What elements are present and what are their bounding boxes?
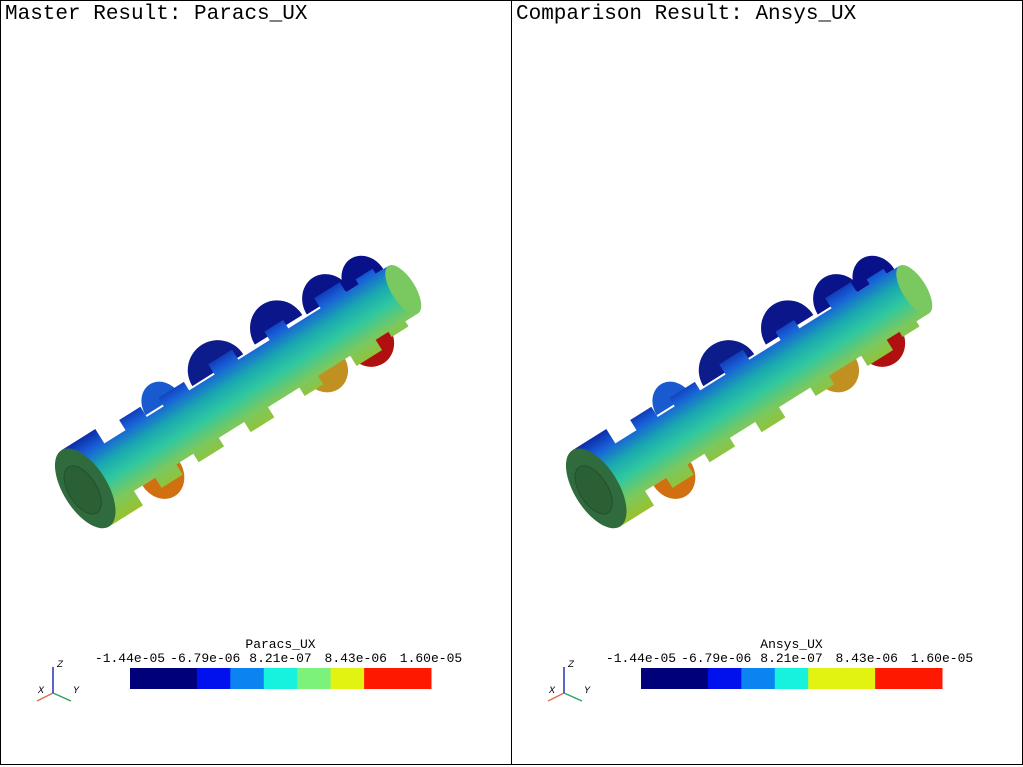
colorbar-segment (908, 668, 943, 689)
axis-label: X (548, 686, 556, 697)
master-panel: Paracs_UX -1.44e-05 -6.79e-06 8.21e-07 8.43e… (0, 0, 512, 765)
axis-label: X (37, 686, 45, 697)
axis-x (36, 692, 54, 702)
colorbar-segment (364, 668, 399, 689)
colorbar-segment (674, 668, 709, 689)
colorbar-segment (397, 668, 432, 689)
legend-tick-label: 1.60e-05 (400, 651, 462, 666)
axis-label: Z (567, 660, 575, 671)
model (33, 230, 443, 547)
legend-tick-label: -1.44e-05 (95, 651, 165, 666)
legend-tick-label: -1.44e-05 (606, 651, 676, 666)
axis-label: Y (73, 686, 80, 697)
colorbar-segment (841, 668, 876, 689)
legend-tick-label: 8.43e-06 (325, 651, 387, 666)
legend-title: Ansys_UX (760, 637, 823, 652)
colorbar-segment (130, 668, 164, 689)
colorbar-segment (875, 668, 910, 689)
colorbar-segment (741, 668, 776, 689)
axis-y (52, 692, 72, 702)
comparison-panel: Ansys_UX -1.44e-05 -6.79e-06 8.21e-07 8.43e-… (511, 0, 1023, 765)
legend-tick-label: 8.43e-06 (836, 651, 898, 666)
axis-y (563, 692, 583, 702)
viewport: Paracs_UX -1.44e-05 -6.79e-06 8.21e-07 8.43e… (33, 230, 462, 702)
colorbar-segment (808, 668, 843, 689)
panel-title: Comparison Result: Ansys_UX (516, 3, 857, 26)
colorbar-segment (707, 668, 742, 689)
legend-tick-label: -6.79e-06 (170, 651, 240, 666)
model (544, 230, 954, 547)
colorbar-segment (641, 668, 675, 689)
axis-x (547, 692, 565, 702)
legend-tick-label: -6.79e-06 (681, 651, 751, 666)
legend-tick-label: 8.21e-07 (249, 651, 311, 666)
axis-label: Y (584, 686, 591, 697)
colorbar-segment (330, 668, 365, 689)
legend-tick-label: 1.60e-05 (911, 651, 973, 666)
colorbar-segment (196, 668, 231, 689)
panel-title: Master Result: Paracs_UX (5, 3, 308, 26)
colorbar-segment (263, 668, 298, 689)
legend-tick-label: 8.21e-07 (760, 651, 822, 666)
colorbar-segment (163, 668, 198, 689)
colorbar-segment (774, 668, 809, 689)
viewport: Ansys_UX -1.44e-05 -6.79e-06 8.21e-07 8.43e-… (544, 230, 973, 702)
legend-title: Paracs_UX (245, 637, 315, 652)
axis-label: Z (56, 660, 64, 671)
colorbar-segment (230, 668, 265, 689)
colorbar-segment (297, 668, 332, 689)
